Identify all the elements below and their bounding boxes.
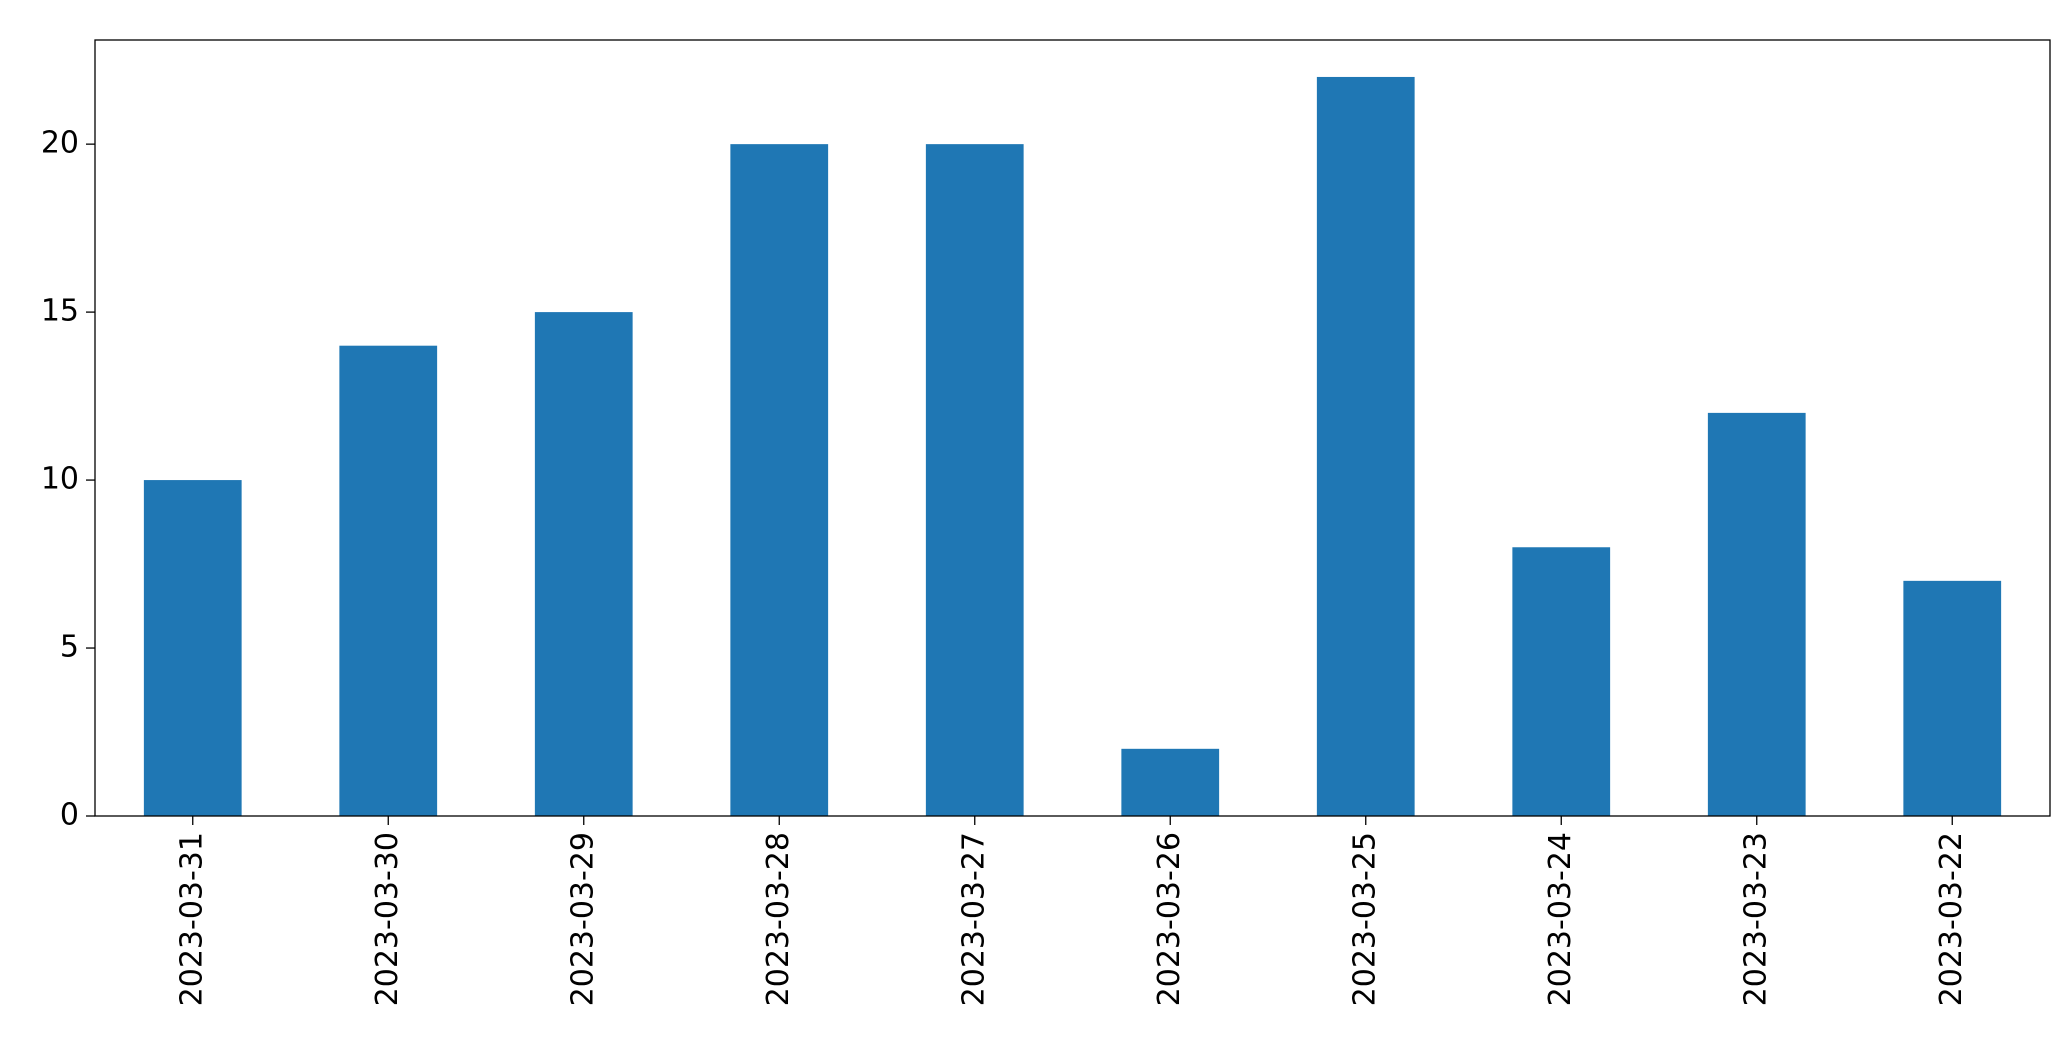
bar — [1512, 547, 1611, 816]
x-tick-label: 2023-03-24 — [1543, 832, 1578, 1006]
x-tick-label: 2023-03-22 — [1934, 832, 1969, 1006]
x-tick-label: 2023-03-30 — [370, 832, 405, 1006]
bar — [730, 144, 829, 816]
x-tick-label: 2023-03-26 — [1152, 832, 1187, 1006]
x-tick-label: 2023-03-25 — [1347, 832, 1382, 1006]
bar — [1121, 748, 1220, 816]
bar — [143, 480, 242, 816]
bar — [1903, 580, 2002, 816]
bar — [339, 345, 438, 816]
x-tick-label: 2023-03-28 — [761, 832, 796, 1006]
plot-frame — [94, 39, 2051, 817]
bar — [1316, 76, 1415, 816]
y-tick-label: 5 — [60, 630, 79, 665]
y-tick-label: 10 — [41, 462, 79, 497]
y-tick-label: 0 — [60, 798, 79, 833]
x-tick-label: 2023-03-29 — [565, 832, 600, 1006]
x-tick-label: 2023-03-31 — [174, 832, 209, 1006]
y-tick-label: 15 — [41, 294, 79, 329]
bar — [1707, 412, 1806, 816]
y-tick-label: 20 — [41, 126, 79, 161]
x-tick-label: 2023-03-23 — [1738, 832, 1773, 1006]
bar — [925, 144, 1024, 816]
x-tick-label: 2023-03-27 — [956, 832, 991, 1006]
bar — [534, 312, 633, 816]
